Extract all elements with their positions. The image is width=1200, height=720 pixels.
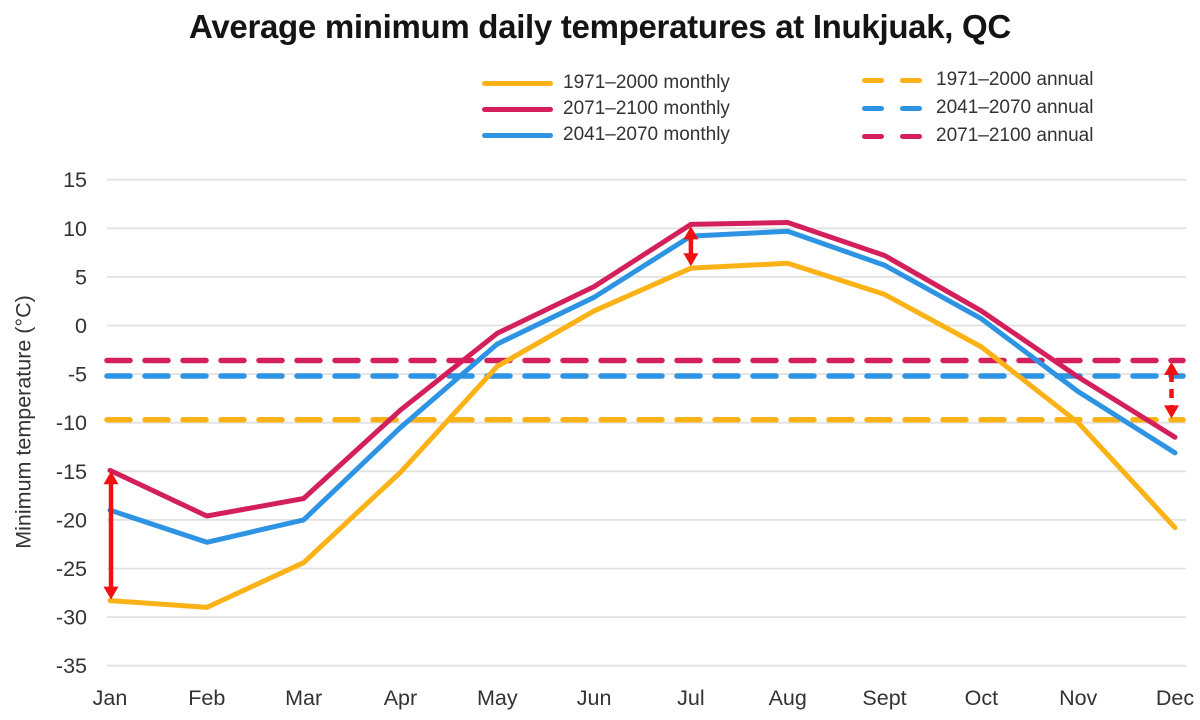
legend-item-1971-2000-monthly: 1971–2000 monthly [482, 72, 730, 94]
legend-swatch-dashed-yellow [862, 77, 922, 83]
series-line [107, 228, 1178, 545]
series-line [107, 219, 1178, 519]
y-axis-title: Minimum temperature (°C) [11, 295, 36, 549]
legend-item-1971-2000-annual: 1971–2000 annual [862, 69, 1093, 91]
arrow-head-down [103, 586, 119, 600]
x-tick-label: Feb [188, 686, 225, 710]
arrow-head-up [683, 226, 699, 240]
x-tick-label: Aug [769, 686, 807, 710]
arrow-head-up [1164, 361, 1179, 375]
series-line [107, 260, 1178, 610]
legend-item-2041-2070-monthly: 2041–2070 monthly [482, 124, 730, 146]
y-tick-label: -10 [56, 411, 87, 435]
y-tick-label: -15 [56, 460, 87, 484]
y-tick-label: 10 [63, 217, 87, 241]
legend-item-2071-2100-monthly: 2071–2100 monthly [482, 98, 730, 120]
legend-label: 2071–2100 monthly [563, 98, 730, 119]
y-tick-label: -5 [68, 363, 87, 387]
y-tick-label: -25 [56, 557, 87, 581]
legend-label: 2071–2100 annual [936, 125, 1094, 146]
legend-swatch-solid-blue [482, 132, 553, 138]
y-tick-label: -35 [56, 654, 87, 678]
x-tick-label: Mar [285, 686, 322, 710]
arrow-head-down [683, 253, 699, 267]
x-tick-label: Dec [1156, 686, 1194, 710]
legend-label: 1971–2000 annual [936, 69, 1094, 90]
y-tick-label: 15 [63, 168, 87, 192]
x-tick-label: Jun [577, 686, 612, 710]
legend-swatch-solid-pink [482, 106, 553, 112]
chart-title: Average minimum daily temperatures at In… [189, 8, 1011, 45]
x-tick-label: May [477, 686, 518, 710]
x-tick-label: Nov [1059, 686, 1097, 710]
y-tick-label: -30 [56, 606, 87, 630]
legend-label: 1971–2000 monthly [563, 72, 730, 93]
arrow-head-up [103, 471, 119, 485]
x-tick-label: Oct [965, 686, 998, 710]
arrow-head-down [1164, 405, 1179, 419]
legend-swatch-dashed-blue [862, 105, 922, 111]
x-tick-label: Jul [677, 686, 704, 710]
y-tick-label: 0 [75, 314, 87, 338]
x-tick-label: Apr [384, 686, 417, 710]
y-tick-label: -20 [56, 508, 87, 532]
legend-item-2071-2100-annual: 2071–2100 annual [862, 125, 1093, 147]
legend-swatch-dashed-pink [862, 133, 922, 139]
x-tick-label: Jan [93, 686, 128, 710]
x-tick-label: Sept [862, 686, 906, 710]
legend-label: 2041–2070 monthly [563, 124, 730, 145]
legend-label: 2041–2070 annual [936, 97, 1094, 118]
y-tick-label: 5 [75, 265, 87, 289]
legend-item-2041-2070-annual: 2041–2070 annual [862, 97, 1093, 119]
legend-swatch-solid-yellow [482, 80, 553, 86]
